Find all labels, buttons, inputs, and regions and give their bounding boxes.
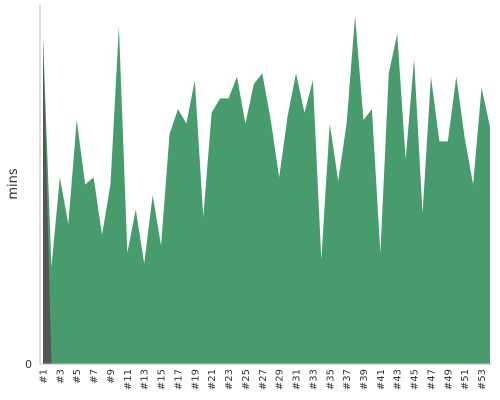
y-axis-label: mins [6, 168, 21, 200]
x-tick-label: #29 [275, 369, 286, 390]
x-tick-label: #41 [376, 369, 387, 390]
x-tick-label: #17 [173, 369, 184, 390]
x-tick-label: #33 [308, 369, 319, 390]
x-tick-label: #21 [207, 369, 218, 390]
y-tick-label: 0 [25, 358, 32, 371]
x-tick-label: #39 [359, 369, 370, 390]
x-tick-label: #5 [72, 369, 83, 384]
x-tick-label: #53 [477, 369, 488, 390]
x-tick-label: #11 [123, 369, 134, 390]
x-tick-label: #31 [292, 369, 303, 390]
x-tick-label: #51 [460, 369, 471, 390]
x-tick-label: #27 [258, 369, 269, 390]
x-tick-label: #47 [426, 369, 437, 390]
x-tick-label: #9 [106, 369, 117, 384]
x-tick-label: #45 [410, 369, 421, 390]
x-tick-label: #1 [39, 369, 50, 384]
x-tick-labels: #1 #3 #5 #7 #9 #11 #13 #15 #17 #19 #21 #23 #25 #27 #29… [39, 369, 489, 390]
x-tick-label: #7 [89, 369, 100, 384]
x-tick-label: #37 [342, 369, 353, 390]
x-tick-label: #43 [393, 369, 404, 390]
x-tick-label: #35 [325, 369, 336, 390]
x-tick-label: #25 [241, 369, 252, 390]
series-layer [43, 15, 490, 365]
x-tick-label: #3 [55, 369, 66, 384]
x-tick-label: #19 [190, 369, 201, 390]
x-tick-label: #23 [224, 369, 235, 390]
x-tick-label: #49 [443, 369, 454, 390]
x-tick-label: #13 [140, 369, 151, 390]
x-tick-label: #15 [157, 369, 168, 390]
area-series-0 [43, 15, 490, 365]
